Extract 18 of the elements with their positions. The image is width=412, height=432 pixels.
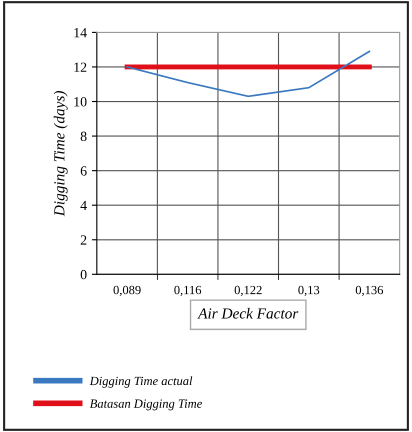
y-axis-title: Digging Time (days): [54, 91, 68, 216]
y-tick-label: 8: [80, 132, 87, 142]
x-axis-title: Air Deck Factor: [197, 308, 298, 319]
x-tick-label: 0,089: [114, 286, 141, 296]
x-tick-label: 0,122: [234, 286, 262, 296]
line-series: [126, 50, 370, 98]
x-tick-label: 0,116: [174, 286, 202, 296]
x-tick-label: 0,136: [356, 286, 384, 296]
legend-label: Batasan Digging Time: [90, 399, 202, 410]
y-tick-label: 0: [80, 270, 87, 280]
y-tick-label: 10: [74, 97, 87, 106]
y-tick-label: 12: [74, 62, 86, 72]
legend-label: Digging Time actual: [90, 376, 192, 388]
y-tick-label: 4: [80, 200, 87, 210]
y-tick-label: 2: [80, 235, 86, 245]
y-tick-label: 14: [74, 28, 87, 38]
x-tick-label: 0,13: [298, 286, 320, 296]
y-tick-label: 6: [80, 166, 87, 176]
